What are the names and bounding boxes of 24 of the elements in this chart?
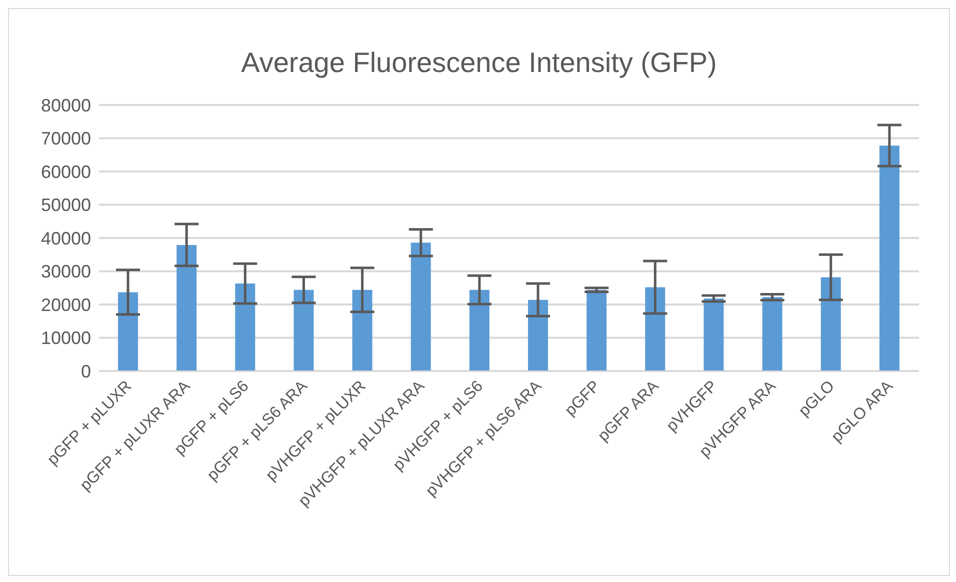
bar (645, 287, 666, 371)
bar (469, 290, 490, 371)
y-tick-label: 80000 (40, 95, 91, 116)
bar (176, 244, 197, 371)
bar (820, 277, 841, 371)
bar (235, 284, 256, 371)
bar (586, 290, 607, 371)
y-tick-label: 10000 (40, 328, 91, 348)
y-tick-label: 20000 (40, 294, 91, 315)
bar (294, 290, 314, 371)
chart-title: Average Fluorescence Intensity (GFP) (240, 47, 718, 80)
bar (528, 300, 548, 371)
y-tick-label: 30000 (40, 262, 91, 282)
bar (704, 298, 724, 371)
bar (352, 290, 372, 371)
bar (410, 242, 431, 371)
y-tick-label: 50000 (40, 195, 91, 216)
y-tick-label: 70000 (40, 128, 91, 149)
y-tick-label: 40000 (40, 228, 91, 248)
bar (879, 146, 900, 371)
bar (118, 292, 138, 371)
y-tick-label: 60000 (40, 162, 91, 182)
y-tick-label: 0 (80, 361, 91, 382)
bar (762, 297, 782, 371)
